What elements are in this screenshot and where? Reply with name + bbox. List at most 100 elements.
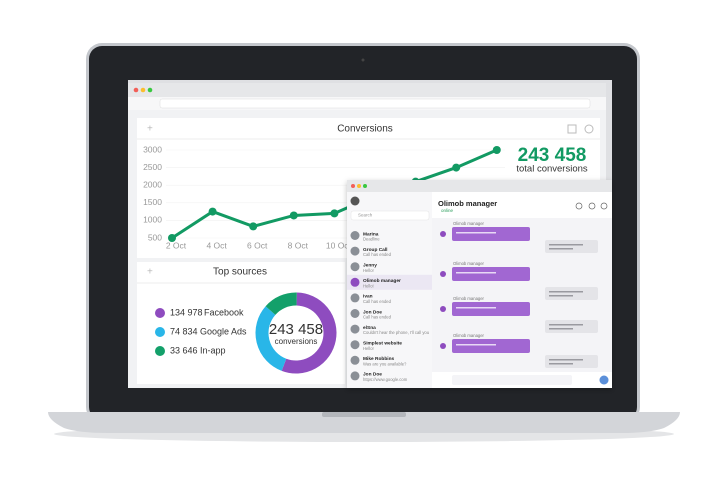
search-placeholder: Search (358, 213, 373, 218)
contact-name: Olimob manager (363, 278, 401, 284)
more-icon[interactable] (600, 202, 608, 210)
contact-preview: Call has ended (363, 299, 392, 304)
x-tick-label: 10 Oct (326, 240, 352, 250)
contact-preview: Call has ended (363, 252, 392, 257)
sender-avatar (440, 231, 446, 237)
call-icon[interactable] (588, 202, 596, 210)
x-tick-label: 2 Oct (166, 240, 187, 250)
dot (133, 87, 139, 93)
contact-name: elSna (363, 325, 376, 331)
legend-value: 74 834 (170, 326, 198, 336)
contact-avatar (350, 231, 360, 240)
settings-icon[interactable] (584, 124, 594, 134)
incoming-bubble (452, 302, 530, 316)
bubble-text (456, 344, 496, 346)
bubble-text (456, 307, 496, 309)
legend-name: Facebook (204, 307, 244, 317)
contact-name: Ivan (363, 294, 373, 300)
donut-total: 243 458 (269, 321, 323, 338)
contact-preview: Call has ended (363, 315, 392, 320)
x-tick-label: 8 Oct (288, 240, 309, 250)
contact-preview: https://www.google.com (363, 377, 408, 382)
contact-name: Jenny (363, 262, 377, 268)
sender-name: Olimob manager (453, 261, 485, 266)
incoming-bubble (452, 267, 530, 281)
donut-segment (281, 292, 337, 374)
outgoing-bubble (545, 355, 598, 368)
donut-label: conversions (275, 337, 318, 346)
contact-preview: Couldn't hear the phone, I'll call you (363, 330, 430, 335)
bubble-text (549, 295, 573, 297)
notch (322, 412, 406, 417)
chat-status: online (441, 208, 454, 213)
contact-avatar (350, 246, 360, 256)
contact-name: Group Call (363, 247, 388, 253)
y-tick-label: 2500 (143, 162, 162, 172)
line-chart: 500 1000 1500 2000 2500 3000 2 Oct 4 Oct 6 Oct 8 … (143, 144, 505, 250)
chat-title: Olimob manager (438, 199, 497, 208)
contact-avatar (350, 355, 360, 365)
point (452, 163, 461, 172)
message-list: Olimob manager Olimob manager Olimob manag… (440, 221, 598, 368)
contact-name: Mike Robbins (363, 356, 395, 362)
x-tick-label: 6 Oct (247, 240, 268, 250)
legend-name: Google Ads (200, 326, 247, 336)
sender-name: Olimob manager (453, 333, 485, 338)
browser-bar (128, 83, 606, 97)
donut-segment (265, 292, 297, 316)
contact-name: Jon Doe (363, 372, 382, 378)
point (330, 209, 339, 218)
total-label: total conversions (516, 164, 588, 175)
contact-preview: Hello! (363, 283, 374, 288)
incoming-bubble (452, 339, 530, 353)
search-box[interactable] (350, 210, 430, 221)
bubble-text (549, 291, 583, 293)
dot (351, 184, 355, 188)
address-bar[interactable] (159, 98, 591, 109)
bubble-text (456, 232, 496, 234)
contact-preview: Hello! (363, 346, 374, 351)
chat-sidebar (347, 192, 432, 388)
chat-titlebar (347, 180, 612, 192)
bubble-text (549, 328, 573, 330)
send-button[interactable] (599, 375, 609, 385)
base (48, 412, 680, 433)
contact-avatar (350, 340, 360, 350)
contact-preview: Was are you available? (363, 361, 407, 366)
dot (357, 184, 361, 188)
contact-preview: Hello! (363, 268, 374, 273)
bubble-text (549, 248, 573, 250)
video-icon[interactable] (575, 202, 583, 210)
sender-name: Olimob manager (453, 296, 485, 301)
move-icon[interactable]: + (147, 267, 153, 278)
expand-icon[interactable] (567, 124, 577, 134)
bubble-text (549, 324, 583, 326)
contact-preview: Deadline (363, 237, 380, 242)
sender-avatar (440, 271, 446, 277)
move-icon[interactable]: + (147, 124, 153, 135)
contact-avatar (350, 277, 360, 287)
sender-name: Olimob manager (453, 221, 485, 226)
donut-segment (255, 306, 287, 371)
user-avatar[interactable] (350, 196, 360, 206)
point (208, 207, 217, 216)
point (289, 211, 298, 220)
outgoing-bubble (545, 287, 598, 300)
card-title: Top sources (213, 267, 267, 278)
legend-dot (155, 308, 165, 318)
contact-avatar (350, 324, 360, 334)
contact-name: Marina (363, 231, 379, 237)
point (249, 222, 258, 231)
dot (147, 87, 153, 93)
contact-avatar (350, 262, 360, 272)
camera (361, 58, 365, 62)
contact-name: Jon Doe (363, 309, 382, 315)
contact-name: Simplest website (363, 340, 402, 346)
point (168, 234, 176, 242)
message-input[interactable] (452, 375, 572, 385)
legend-dot (155, 346, 165, 356)
legend-dot (155, 327, 165, 337)
